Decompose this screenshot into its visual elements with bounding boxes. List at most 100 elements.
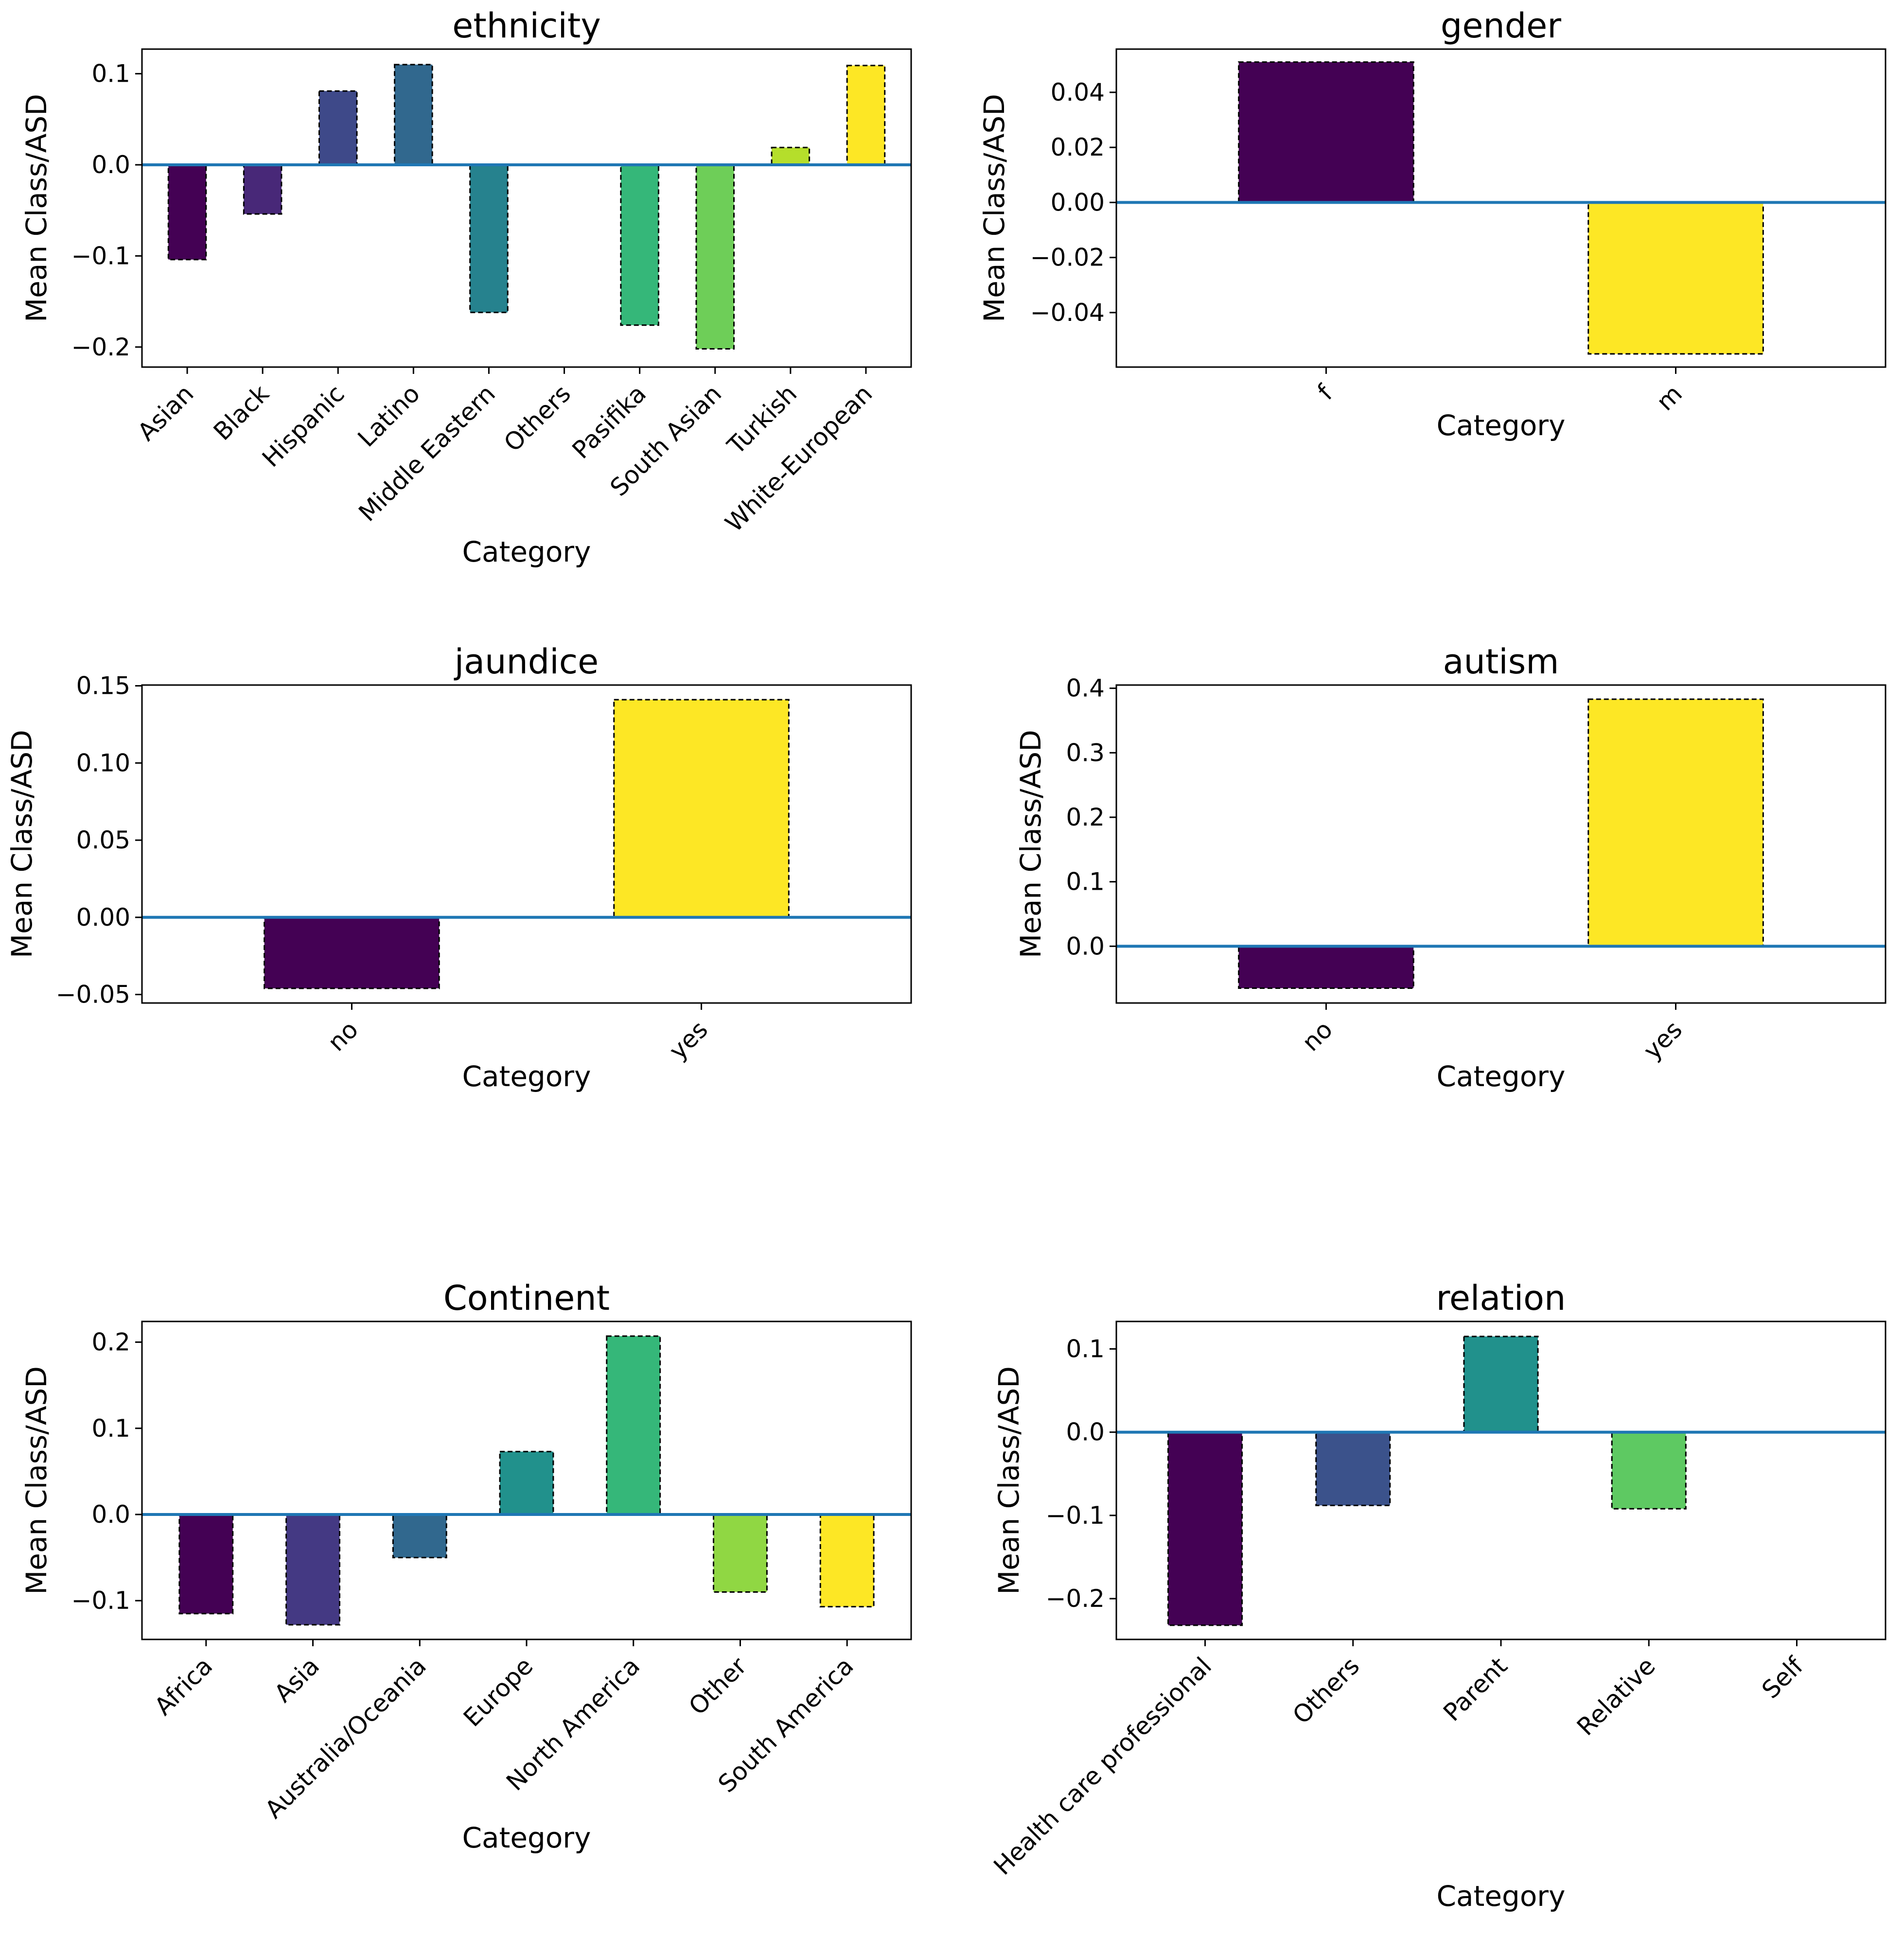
x-tick-label: Relative bbox=[1571, 1652, 1661, 1741]
bar-no bbox=[264, 916, 440, 989]
y-tick-label: 0.2 bbox=[1066, 803, 1105, 831]
bar-south-asian bbox=[695, 164, 735, 350]
subplot-jaundice: −0.05 0.00 0.05 0.10 0.15 no yes jaundice Catego… bbox=[5, 642, 912, 1093]
x-tick-label: White-European bbox=[720, 379, 878, 537]
x-tick-label: yes bbox=[664, 1015, 713, 1065]
bar-f bbox=[1238, 61, 1414, 203]
chart-title: relation bbox=[1436, 1278, 1566, 1318]
y-tick-label: −0.1 bbox=[71, 1586, 130, 1615]
bar-pasifika bbox=[620, 164, 659, 326]
axes-frame bbox=[1115, 684, 1886, 1004]
x-axis-label: Category bbox=[462, 1821, 591, 1854]
x-axis-label: Category bbox=[1437, 409, 1566, 442]
x-tick-label: Health care professional bbox=[988, 1652, 1217, 1880]
subplot-gender: −0.04 −0.02 0.00 0.02 0.04 f m gender Category Me… bbox=[978, 6, 1886, 442]
x-tick-label: Middle Eastern bbox=[353, 379, 501, 527]
y-tick-label: 0.10 bbox=[76, 749, 130, 777]
y-tick-label: 0.00 bbox=[1051, 188, 1105, 216]
x-tick-label: Europe bbox=[458, 1652, 538, 1732]
y-axis-label: Mean Class/ASD bbox=[1014, 730, 1047, 958]
subplot-relation: −0.2 −0.1 0.0 0.1 Health care professional Ot… bbox=[988, 1278, 1886, 1913]
axes-frame bbox=[141, 48, 912, 368]
y-tick-label: 0.05 bbox=[76, 826, 130, 854]
y-tick-label: −0.2 bbox=[71, 333, 130, 361]
y-tick-label: 0.3 bbox=[1066, 739, 1105, 767]
y-tick-label: −0.1 bbox=[1046, 1501, 1105, 1530]
bar-no bbox=[1238, 945, 1414, 989]
bar-south-america bbox=[819, 1514, 875, 1608]
bar-yes bbox=[613, 699, 790, 918]
bar-australia-oceania bbox=[392, 1514, 447, 1559]
y-tick-label: 0.0 bbox=[1066, 932, 1105, 960]
x-tick-label: Self bbox=[1756, 1651, 1809, 1704]
bar-middle-eastern bbox=[469, 164, 509, 314]
y-axis-label: Mean Class/ASD bbox=[992, 1366, 1025, 1595]
y-tick-label: −0.02 bbox=[1030, 244, 1105, 272]
bar-parent bbox=[1463, 1336, 1539, 1433]
y-tick-label: −0.1 bbox=[71, 242, 130, 270]
chart-title: gender bbox=[1441, 6, 1561, 46]
y-tick-label: 0.0 bbox=[91, 1500, 130, 1529]
bar-health-care-professional bbox=[1167, 1431, 1243, 1626]
y-tick-label: 0.0 bbox=[91, 151, 130, 179]
y-tick-label: −0.2 bbox=[1046, 1584, 1105, 1613]
x-tick-label: Hispanic bbox=[257, 379, 350, 473]
bar-north-america bbox=[606, 1335, 661, 1515]
y-tick-label: −0.04 bbox=[1030, 299, 1105, 327]
y-tick-label: 0.02 bbox=[1051, 133, 1105, 161]
y-axis-label: Mean Class/ASD bbox=[20, 94, 53, 322]
bar-yes bbox=[1587, 698, 1764, 947]
y-tick-label: 0.1 bbox=[1066, 868, 1105, 896]
bar-white-european bbox=[846, 65, 886, 166]
x-tick-label: Asian bbox=[132, 379, 199, 446]
x-axis-label: Category bbox=[462, 535, 591, 568]
x-tick-label: Others bbox=[1287, 1652, 1365, 1729]
x-tick-label: Asia bbox=[269, 1652, 325, 1707]
bar-m bbox=[1587, 201, 1764, 355]
y-tick-label: 0.04 bbox=[1051, 78, 1105, 106]
axes-frame bbox=[141, 684, 912, 1004]
y-tick-label: −0.05 bbox=[56, 981, 130, 1009]
bar-africa bbox=[178, 1514, 234, 1615]
x-tick-label: Black bbox=[208, 379, 275, 446]
subplot-autism: 0.0 0.1 0.2 0.3 0.4 no yes autism Category Mean C… bbox=[1014, 642, 1886, 1093]
axes-frame bbox=[1115, 48, 1886, 368]
x-axis-label: Category bbox=[462, 1060, 591, 1093]
chart-title: jaundice bbox=[454, 642, 599, 682]
x-tick-label: f bbox=[1312, 379, 1338, 405]
y-axis-label: Mean Class/ASD bbox=[5, 730, 38, 958]
y-axis-label: Mean Class/ASD bbox=[978, 94, 1011, 322]
y-tick-label: 0.1 bbox=[1066, 1335, 1105, 1363]
bar-others bbox=[1315, 1431, 1391, 1506]
bar-europe bbox=[499, 1451, 554, 1515]
y-tick-label: 0.1 bbox=[91, 1414, 130, 1443]
y-tick-label: 0.15 bbox=[76, 672, 130, 700]
y-axis-label: Mean Class/ASD bbox=[20, 1366, 53, 1595]
x-tick-label: Latino bbox=[353, 379, 425, 452]
bar-black bbox=[243, 164, 282, 215]
x-tick-label: no bbox=[322, 1015, 364, 1056]
bar-latino bbox=[394, 64, 433, 166]
x-axis-label: Category bbox=[1437, 1880, 1566, 1913]
x-tick-label: Other bbox=[684, 1652, 753, 1721]
x-axis-label: Category bbox=[1437, 1060, 1566, 1093]
y-tick-label: 0.2 bbox=[91, 1328, 130, 1356]
x-tick-label: yes bbox=[1638, 1015, 1688, 1065]
chart-title: autism bbox=[1443, 642, 1559, 682]
bar-asian bbox=[167, 164, 207, 261]
y-tick-label: 0.1 bbox=[91, 60, 130, 88]
y-tick-label: 0.4 bbox=[1066, 674, 1105, 703]
x-tick-label: Others bbox=[498, 379, 576, 457]
chart-title: ethnicity bbox=[452, 6, 601, 46]
y-tick-label: 0.00 bbox=[76, 903, 130, 932]
x-tick-label: no bbox=[1297, 1015, 1338, 1056]
bar-other bbox=[713, 1514, 768, 1593]
x-tick-label: Parent bbox=[1438, 1652, 1513, 1726]
x-tick-label: Africa bbox=[149, 1652, 218, 1721]
bar-turkish bbox=[771, 146, 811, 166]
bar-hispanic bbox=[318, 90, 358, 166]
bar-asia bbox=[285, 1514, 340, 1626]
